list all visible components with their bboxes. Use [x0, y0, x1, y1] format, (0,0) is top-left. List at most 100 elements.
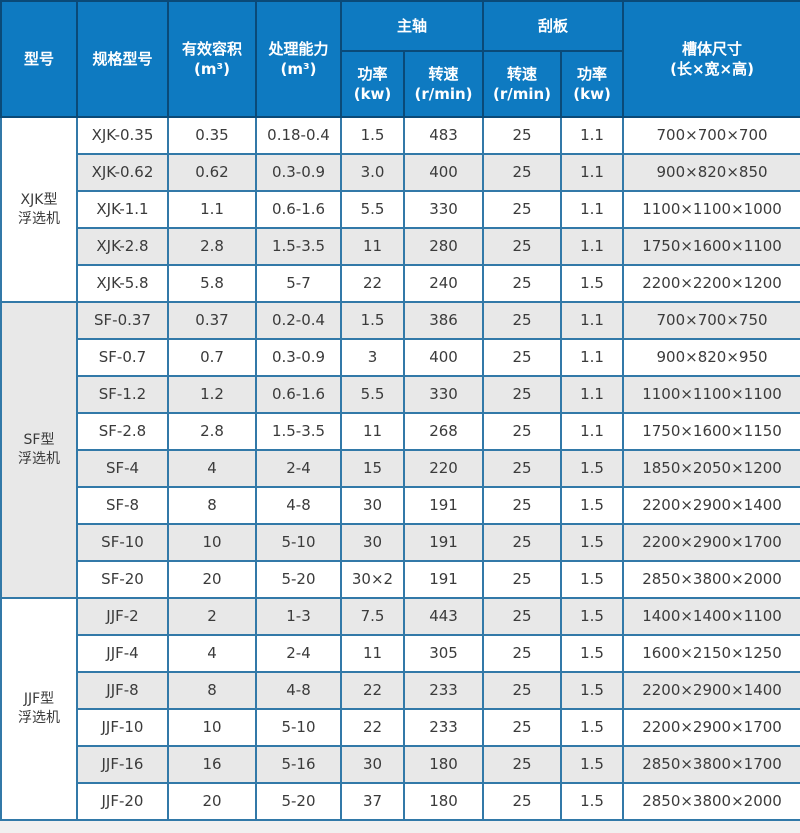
effective-volume-cell: 10 — [167, 523, 257, 562]
effective-volume-cell: 0.35 — [167, 116, 257, 155]
main-shaft-speed-cell: 305 — [402, 634, 485, 673]
effective-volume-cell: 8 — [167, 486, 257, 525]
tank-size-cell: 1100×1100×1000 — [622, 190, 800, 229]
capacity-cell: 5-20 — [255, 782, 342, 821]
tank-size-cell: 2850×3800×2000 — [622, 782, 800, 821]
main-shaft-power-cell: 37 — [340, 782, 405, 821]
tank-size-cell: 1600×2150×1250 — [622, 634, 800, 673]
table-row: JJF-16 16 5-16 30 180 25 1.5 2850×3800×1700 — [1, 745, 800, 784]
main-shaft-power-cell: 22 — [340, 671, 405, 710]
main-shaft-power-cell: 1.5 — [340, 301, 405, 340]
scraper-speed-cell: 25 — [482, 745, 563, 784]
scraper-power-cell: 1.1 — [560, 375, 625, 414]
effective-volume-cell: 20 — [167, 782, 257, 821]
effective-volume-cell: 1.2 — [167, 375, 257, 414]
tank-size-cell: 2200×2900×1400 — [622, 671, 800, 710]
table-row: SF-0.7 0.7 0.3-0.9 3 400 25 1.1 900×820×950 — [1, 338, 800, 377]
main-shaft-speed-cell: 191 — [402, 486, 485, 525]
effective-volume-cell: 2.8 — [167, 412, 257, 451]
header-capacity: 处理能力 (m³) — [255, 0, 342, 118]
spec-model-cell: JJF-8 — [76, 671, 169, 710]
tank-size-cell: 1100×1100×1100 — [622, 375, 800, 414]
scraper-speed-cell: 25 — [482, 486, 563, 525]
tank-size-cell: 900×820×950 — [622, 338, 800, 377]
effective-volume-cell: 0.37 — [167, 301, 257, 340]
main-shaft-speed-cell: 443 — [402, 597, 485, 636]
main-shaft-power-cell: 22 — [340, 264, 405, 303]
main-shaft-power-cell: 5.5 — [340, 375, 405, 414]
main-shaft-power-cell: 11 — [340, 227, 405, 266]
tank-size-cell: 1850×2050×1200 — [622, 449, 800, 488]
scraper-speed-cell: 25 — [482, 412, 563, 451]
main-shaft-power-cell: 15 — [340, 449, 405, 488]
header-main-shaft-speed: 转速 (r/min) — [402, 50, 485, 118]
scraper-power-cell: 1.5 — [560, 486, 625, 525]
effective-volume-cell: 8 — [167, 671, 257, 710]
main-shaft-power-cell: 30×2 — [340, 560, 405, 599]
spec-model-cell: SF-0.37 — [76, 301, 169, 340]
spec-model-cell: JJF-2 — [76, 597, 169, 636]
tank-size-cell: 2200×2900×1400 — [622, 486, 800, 525]
table-row: SF-10 10 5-10 30 191 25 1.5 2200×2900×1700 — [1, 523, 800, 562]
header-scraper-power: 功率 (kw) — [560, 50, 625, 118]
tank-size-cell: 1400×1400×1100 — [622, 597, 800, 636]
main-shaft-power-cell: 22 — [340, 708, 405, 747]
capacity-cell: 5-20 — [255, 560, 342, 599]
group-label-cell: JJF型 浮选机 — [0, 597, 78, 821]
tank-size-cell: 2850×3800×2000 — [622, 560, 800, 599]
spec-model-cell: XJK-2.8 — [76, 227, 169, 266]
header-spec-model: 规格型号 — [76, 0, 169, 118]
main-shaft-speed-cell: 220 — [402, 449, 485, 488]
effective-volume-cell: 4 — [167, 449, 257, 488]
header-effective-volume: 有效容积 (m³) — [167, 0, 257, 118]
table-row: XJK-1.1 1.1 0.6-1.6 5.5 330 25 1.1 1100×1100×10… — [1, 190, 800, 229]
table-row: SF-20 20 5-20 30×2 191 25 1.5 2850×3800×2000 — [1, 560, 800, 599]
group-label-cell: XJK型 浮选机 — [0, 116, 78, 303]
effective-volume-cell: 0.7 — [167, 338, 257, 377]
capacity-cell: 0.3-0.9 — [255, 153, 342, 192]
spec-model-cell: SF-1.2 — [76, 375, 169, 414]
spec-model-cell: SF-2.8 — [76, 412, 169, 451]
table-row: SF-8 8 4-8 30 191 25 1.5 2200×2900×1400 — [1, 486, 800, 525]
main-shaft-speed-cell: 191 — [402, 523, 485, 562]
main-shaft-power-cell: 30 — [340, 745, 405, 784]
effective-volume-cell: 16 — [167, 745, 257, 784]
scraper-speed-cell: 25 — [482, 634, 563, 673]
spec-model-cell: XJK-0.62 — [76, 153, 169, 192]
effective-volume-cell: 2 — [167, 597, 257, 636]
table-row: JJF-10 10 5-10 22 233 25 1.5 2200×2900×1700 — [1, 708, 800, 747]
scraper-power-cell: 1.5 — [560, 745, 625, 784]
scraper-speed-cell: 25 — [482, 301, 563, 340]
scraper-speed-cell: 25 — [482, 708, 563, 747]
table-row: XJK型 浮选机 XJK-0.35 0.35 0.18-0.4 1.5 483 25 1.1 7… — [0, 116, 800, 303]
main-shaft-power-cell: 1.5 — [340, 116, 405, 155]
scraper-power-cell: 1.1 — [560, 301, 625, 340]
effective-volume-cell: 4 — [167, 634, 257, 673]
main-shaft-speed-cell: 268 — [402, 412, 485, 451]
scraper-speed-cell: 25 — [482, 782, 563, 821]
table-row: XJK-5.8 5.8 5-7 22 240 25 1.5 2200×2200×1200 — [1, 264, 800, 303]
scraper-speed-cell: 25 — [482, 671, 563, 710]
spec-model-cell: XJK-0.35 — [76, 116, 169, 155]
scraper-power-cell: 1.5 — [560, 708, 625, 747]
spec-model-cell: SF-20 — [76, 560, 169, 599]
capacity-cell: 2-4 — [255, 449, 342, 488]
scraper-power-cell: 1.1 — [560, 412, 625, 451]
scraper-power-cell: 1.5 — [560, 449, 625, 488]
effective-volume-cell: 5.8 — [167, 264, 257, 303]
header-main-shaft-power: 功率 (kw) — [340, 50, 405, 118]
main-shaft-power-cell: 3.0 — [340, 153, 405, 192]
main-shaft-power-cell: 11 — [340, 412, 405, 451]
scraper-power-cell: 1.1 — [560, 116, 625, 155]
tank-size-cell: 2850×3800×1700 — [622, 745, 800, 784]
scraper-power-cell: 1.1 — [560, 338, 625, 377]
capacity-cell: 0.6-1.6 — [255, 375, 342, 414]
tank-size-cell: 2200×2200×1200 — [622, 264, 800, 303]
effective-volume-cell: 0.62 — [167, 153, 257, 192]
main-shaft-speed-cell: 240 — [402, 264, 485, 303]
spec-model-cell: XJK-1.1 — [76, 190, 169, 229]
table-row: XJK-0.62 0.62 0.3-0.9 3.0 400 25 1.1 900×820×85… — [1, 153, 800, 192]
spec-model-cell: SF-8 — [76, 486, 169, 525]
main-shaft-power-cell: 5.5 — [340, 190, 405, 229]
